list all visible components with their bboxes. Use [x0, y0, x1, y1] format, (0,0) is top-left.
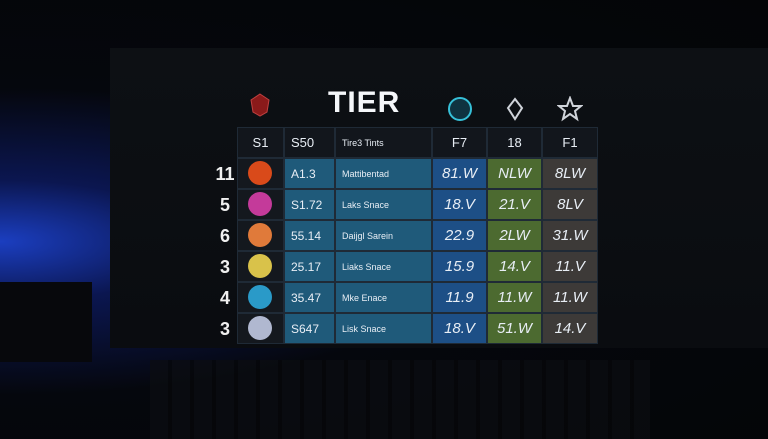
score-cell: 8LW [542, 158, 598, 189]
column-header: Tire3 Tints [335, 127, 432, 158]
text-cell: Mattibentad [335, 158, 432, 189]
text-cell: Mke Enace [335, 282, 432, 313]
column-header: F1 [542, 127, 598, 158]
column-header: S1 [237, 127, 284, 158]
rank: 11 [215, 164, 235, 184]
text-cell: 25.17 [284, 251, 335, 282]
rank: 3 [219, 257, 230, 277]
column-header: S50 [284, 127, 335, 158]
score-cell: 81.W [432, 158, 487, 189]
text-cell: Daijgl Sarein [335, 220, 432, 251]
rank: 3 [219, 319, 230, 339]
score-cell: 2LW [487, 220, 542, 251]
score-cell: 18.V [432, 189, 487, 220]
rank: 5 [219, 195, 230, 215]
score-cell: 14.V [487, 251, 542, 282]
column-header: F7 [432, 127, 487, 158]
score-cell: 15.9 [432, 251, 487, 282]
text-cell: Liaks Snace [335, 251, 432, 282]
keyboard [150, 360, 650, 439]
text-cell: S647 [284, 313, 335, 344]
score-cell: 22.9 [432, 220, 487, 251]
text-cell: Laks Snace [335, 189, 432, 220]
monitor-stand [0, 282, 92, 362]
text-cell: 35.47 [284, 282, 335, 313]
score-cell: 11.W [542, 282, 598, 313]
hero-icon [248, 192, 272, 216]
title: TIER [328, 86, 401, 119]
score-cell: 31.W [542, 220, 598, 251]
score-cell: 18.V [432, 313, 487, 344]
icon [506, 97, 524, 121]
text-cell: Lisk Snace [335, 313, 432, 344]
icon [557, 96, 583, 122]
hero-icon [248, 223, 272, 247]
logo [250, 93, 270, 117]
text-cell: S1.72 [284, 189, 335, 220]
score-cell: 14.V [542, 313, 598, 344]
score-cell: 8LV [542, 189, 598, 220]
hero-icon [248, 254, 272, 278]
score-cell: 11.V [542, 251, 598, 282]
text-cell: A1.3 [284, 158, 335, 189]
column-header: 18 [487, 127, 542, 158]
rank: 4 [219, 288, 230, 308]
rank: 6 [219, 226, 230, 246]
score-cell: 11.W [487, 282, 542, 313]
score-cell: 21.V [487, 189, 542, 220]
hero-icon [248, 285, 272, 309]
score-cell: NLW [487, 158, 542, 189]
text-cell: 55.14 [284, 220, 335, 251]
hero-icon [248, 316, 272, 340]
icon [448, 97, 472, 121]
score-cell: 51.W [487, 313, 542, 344]
hero-icon [248, 161, 272, 185]
score-cell: 11.9 [432, 282, 487, 313]
